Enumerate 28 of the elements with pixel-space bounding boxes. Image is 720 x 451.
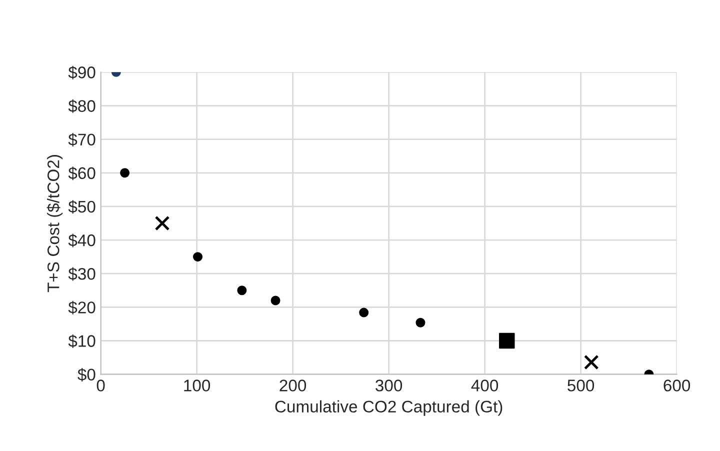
x-tick-label: 600 [664, 380, 690, 392]
y-tick-label: $10 [68, 334, 96, 348]
x-tick-label: 200 [280, 380, 306, 392]
point [359, 308, 369, 318]
x-tick-label: 300 [376, 380, 402, 392]
y-tick-label: $90 [68, 66, 96, 80]
x-tick-label: 100 [184, 380, 210, 392]
x-tick-label: 400 [471, 380, 498, 392]
y-tick-label: $50 [68, 200, 96, 214]
x-tick-label: 0 [96, 380, 105, 392]
x-axis-title: Cumulative CO2 Captured (Gt) [275, 400, 502, 416]
point [154, 216, 170, 231]
y-tick-label: $30 [68, 267, 96, 281]
point [416, 318, 426, 328]
point [193, 252, 203, 262]
point [584, 354, 599, 370]
point [499, 332, 515, 349]
point [237, 286, 247, 296]
y-axis-title: T+S Cost ($/tCO2) [46, 155, 63, 292]
x-tick-label: 500 [568, 380, 594, 392]
point [270, 296, 280, 306]
y-tick-label: $40 [68, 234, 96, 248]
y-tick-label: $20 [68, 300, 96, 314]
point [120, 168, 130, 178]
y-tick-label: $0 [78, 368, 96, 382]
y-tick-label: $80 [68, 99, 96, 113]
y-tick-label: $70 [68, 133, 96, 147]
y-tick-label: $60 [68, 166, 96, 180]
